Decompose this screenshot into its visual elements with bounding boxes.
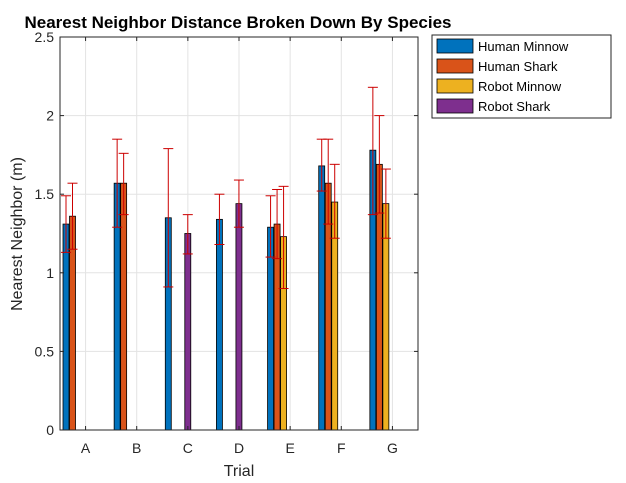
error-bars [61,86,391,290]
x-tick-label: G [387,440,398,456]
chart-title: Nearest Neighbor Distance Broken Down By… [24,13,451,32]
y-tick-label: 0 [46,422,54,438]
legend-label: Robot Minnow [478,79,562,94]
legend-label: Human Minnow [478,39,569,54]
bar-human-minnow-d [216,218,223,431]
y-tick-label: 0.5 [35,343,55,359]
x-tick-label: F [337,440,346,456]
axes [59,36,419,431]
y-tick-label: 2.5 [35,29,55,45]
bar-human-shark-b [120,182,128,431]
x-tick-label: E [285,440,294,456]
bar-human-minnow-e [267,226,274,431]
y-tick-label: 1 [46,265,54,281]
legend-label: Human Shark [478,59,558,74]
legend-swatch [436,78,474,94]
legend-swatch [436,58,474,74]
y-tick-label: 2 [46,108,54,124]
bar-robot-shark-d [235,203,243,431]
x-tick-label: A [81,440,91,456]
tick-labels: 0 0.5 1 1.5 2 2.5 A B C D E F G [35,29,398,456]
legend-swatch [436,38,474,54]
x-tick-label: B [132,440,141,456]
bar-human-minnow-a [62,223,70,431]
y-axis-label: Nearest Neighbor (m) [9,157,26,311]
x-tick-label: C [183,440,193,456]
legend: Human Minnow Human Shark Robot Minnow Robot… [431,34,612,119]
x-axis-label: Trial [224,463,255,480]
legend-label: Robot Shark [478,99,551,114]
axes-box [59,36,419,431]
legend-swatch [436,98,474,114]
y-tick-label: 1.5 [35,186,55,202]
bar-human-minnow-f [318,165,326,431]
x-tick-label: D [234,440,244,456]
bar-robot-shark-c [184,233,192,431]
